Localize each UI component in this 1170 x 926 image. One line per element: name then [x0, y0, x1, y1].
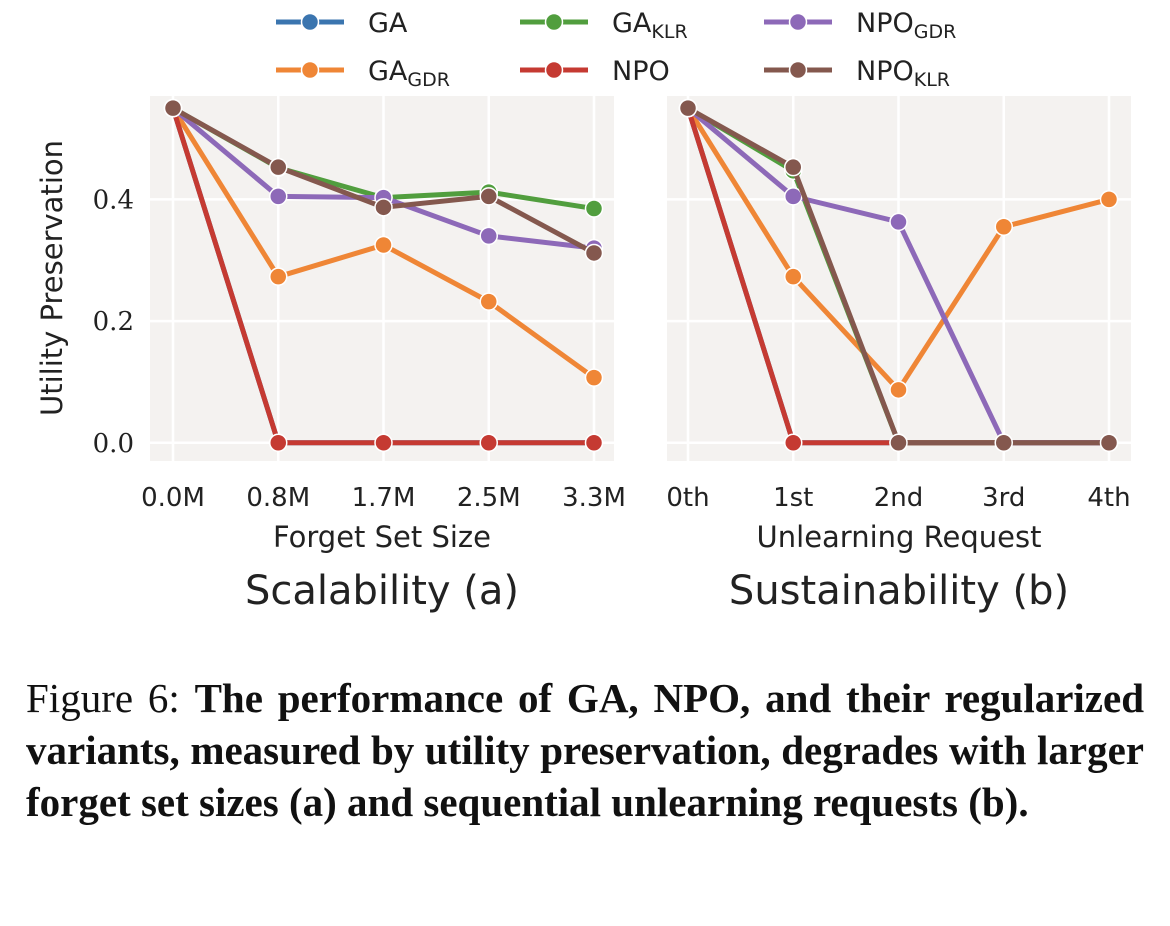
legend: GA GAGDR GAKLR NPO NPOGDR NPOKLR: [276, 8, 956, 91]
legend-item-npo-gdr: NPOGDR: [764, 8, 956, 43]
legend-item-npo-klr: NPOKLR: [764, 56, 950, 91]
data-point: [269, 157, 288, 177]
data-point: [479, 292, 498, 311]
x-tick-label: 2.5M: [457, 483, 521, 513]
panel-scalability: 0.0 0.2 0.4 0.0M 0.8M 1.7M 2.5M 3.3M Forget Set …: [93, 96, 626, 614]
data-point: [269, 433, 288, 452]
legend-label: GAGDR: [368, 56, 450, 91]
data-point: [584, 199, 604, 218]
plot-area: [150, 96, 614, 461]
data-point: [1099, 190, 1119, 209]
data-point: [584, 368, 604, 387]
legend-item-npo: NPO: [520, 56, 670, 87]
data-point: [678, 98, 698, 118]
data-point: [479, 226, 498, 246]
data-point: [889, 380, 908, 400]
data-point: [784, 187, 803, 206]
caption-lead: Figure 6:: [26, 675, 195, 721]
x-tick-label: 3.3M: [562, 483, 626, 513]
data-point: [269, 187, 288, 206]
x-tick-label: 0.8M: [246, 483, 310, 513]
panel-sustainability: 0th 1st 2nd 3rd 4th Unlearning Request Sustain…: [666, 96, 1131, 614]
data-point: [584, 243, 604, 263]
caption-body: The performance of GA, NPO, and their re…: [26, 675, 1144, 825]
data-point: [479, 187, 498, 206]
legend-label: GA: [368, 8, 408, 39]
data-point: [784, 433, 803, 452]
legend-item-ga-gdr: GAGDR: [276, 56, 450, 91]
x-tick-label: 1st: [773, 483, 813, 513]
x-tick-label: 3rd: [982, 483, 1025, 513]
legend-marker: [788, 12, 808, 32]
series-npo-klr: [163, 98, 604, 263]
legend-label: NPOGDR: [856, 8, 956, 43]
legend-marker: [300, 12, 320, 32]
legend-marker: [544, 60, 564, 80]
legend-label: NPOKLR: [856, 56, 950, 91]
x-tick-label: 0.0M: [141, 483, 205, 513]
x-tick-label: 4th: [1087, 483, 1130, 513]
data-point: [784, 267, 803, 286]
x-tick-label: 0th: [666, 483, 709, 513]
data-point: [1099, 433, 1119, 452]
x-tick-label: 2nd: [874, 483, 924, 513]
y-tick-label: 0.4: [93, 185, 134, 215]
legend-item-ga: GA: [276, 8, 408, 39]
data-point: [269, 267, 288, 286]
panel-title: Sustainability (b): [729, 568, 1069, 614]
y-axis-title: Utility Preservation: [35, 140, 69, 416]
data-point: [889, 433, 908, 452]
data-point: [374, 198, 393, 217]
data-point: [163, 98, 183, 118]
data-point: [374, 433, 393, 452]
panel-title: Scalability (a): [245, 568, 519, 614]
y-tick-label: 0.2: [93, 307, 134, 337]
data-point: [994, 433, 1013, 452]
x-tick-label: 1.7M: [352, 483, 416, 513]
legend-marker: [300, 60, 320, 80]
x-axis-title: Unlearning Request: [757, 520, 1042, 554]
figure-caption: Figure 6: The performance of GA, NPO, an…: [26, 672, 1144, 828]
legend-label: NPO: [612, 56, 670, 87]
x-axis-title: Forget Set Size: [273, 520, 491, 554]
data-point: [584, 433, 604, 452]
data-point: [479, 433, 498, 452]
y-tick-label: 0.0: [93, 429, 134, 459]
legend-item-ga-klr: GAKLR: [520, 8, 688, 43]
series-npo-klr: [678, 98, 1119, 452]
data-point: [994, 217, 1013, 237]
legend-marker: [544, 12, 564, 32]
legend-label: GAKLR: [612, 8, 688, 43]
legend-marker: [788, 60, 808, 80]
data-point: [889, 212, 908, 232]
data-point: [374, 235, 393, 255]
data-point: [784, 157, 803, 177]
